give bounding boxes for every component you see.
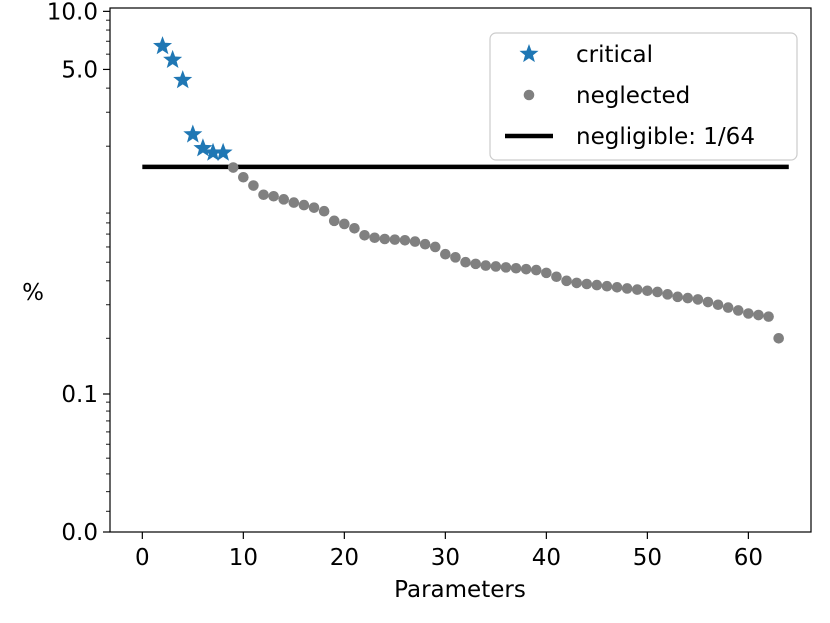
neglected-point	[773, 332, 784, 344]
x-tick-label: 40	[532, 545, 561, 571]
critical-point	[213, 142, 233, 161]
neglected-point	[743, 308, 754, 319]
neglected-point	[470, 258, 481, 270]
x-tick-label: 0	[135, 545, 150, 571]
neglected-point	[500, 262, 512, 273]
neglected-point	[298, 199, 310, 211]
legend-symbol-neglected	[523, 89, 535, 101]
critical-point	[153, 36, 173, 55]
neglected-point	[530, 264, 542, 276]
neglected-point	[520, 263, 532, 275]
y-tick-label: 0.0	[61, 520, 98, 546]
neglected-point	[379, 233, 391, 245]
neglected-point	[268, 190, 279, 202]
neglected-point	[419, 238, 431, 250]
legend-label-negligible: negligible: 1/64	[576, 124, 755, 150]
neglected-point	[359, 229, 370, 241]
neglected-point	[328, 215, 340, 227]
legend: critical neglected negligible: 1/64	[489, 32, 798, 161]
neglected-point	[763, 311, 774, 322]
legend-label-critical: critical	[576, 42, 653, 68]
x-axis-label: Parameters	[394, 577, 526, 603]
neglected-point	[712, 299, 724, 311]
neglected-point	[399, 234, 411, 246]
neglected-point	[480, 260, 492, 271]
neglected-point	[702, 296, 714, 308]
neglected-point	[349, 223, 360, 234]
neglected-point	[227, 162, 239, 173]
neglected-point	[591, 279, 603, 291]
y-tick-label: 10.0	[47, 0, 98, 25]
neglected-point	[429, 241, 441, 253]
critical-point	[203, 142, 223, 161]
neglected-point	[682, 292, 694, 304]
neglected-point	[490, 261, 502, 272]
neglected-point	[460, 256, 471, 268]
x-tick-label: 30	[431, 545, 460, 571]
neglected-point	[652, 286, 663, 298]
neglected-point	[510, 262, 522, 274]
neglected-point	[571, 277, 582, 289]
neglected-point	[440, 248, 451, 260]
plot-area	[142, 36, 789, 344]
legend-label-neglected: neglected	[576, 83, 690, 109]
legend-star	[519, 44, 539, 63]
neglected-point	[732, 305, 744, 316]
neglected-point	[369, 232, 380, 244]
neglected-point	[672, 291, 683, 303]
neglected-point	[551, 271, 562, 283]
y-tick-label: 5.0	[61, 57, 98, 83]
neglected-point	[541, 267, 552, 279]
neglected-point	[692, 294, 704, 305]
neglected-point	[278, 194, 290, 205]
critical-point	[183, 124, 203, 143]
neglected-point	[288, 197, 300, 208]
legend-box	[489, 32, 798, 161]
x-tick-label: 60	[734, 545, 763, 571]
neglected-point	[409, 236, 421, 247]
critical-point	[173, 70, 193, 89]
neglected-point	[248, 180, 259, 191]
y-axis-label: %	[22, 280, 44, 306]
neglected-point	[258, 189, 269, 201]
critical-point	[163, 49, 183, 69]
neglected-point	[450, 252, 461, 263]
neglected-point	[753, 309, 764, 321]
axes-frame	[109, 7, 812, 533]
critical-point	[193, 138, 213, 157]
legend-symbol-critical	[519, 44, 539, 63]
neglected-point	[318, 205, 330, 217]
neglected-point	[238, 171, 249, 183]
neglected-point	[561, 275, 572, 287]
neglected-point	[621, 283, 633, 294]
legend-dot	[523, 89, 535, 101]
neglected-point	[642, 285, 653, 297]
neglected-point	[601, 280, 613, 292]
neglected-point	[308, 202, 320, 213]
neglected-point	[389, 234, 401, 245]
neglected-point	[611, 282, 623, 293]
x-tick-label: 20	[330, 545, 359, 571]
neglected-point	[662, 289, 673, 300]
x-tick-label: 10	[229, 545, 258, 571]
y-tick-label: 0.1	[61, 382, 98, 408]
neglected-point	[722, 302, 734, 313]
neglected-point	[339, 218, 350, 230]
neglected-point	[631, 284, 643, 295]
x-tick-label: 50	[633, 545, 662, 571]
neglected-point	[581, 278, 593, 290]
